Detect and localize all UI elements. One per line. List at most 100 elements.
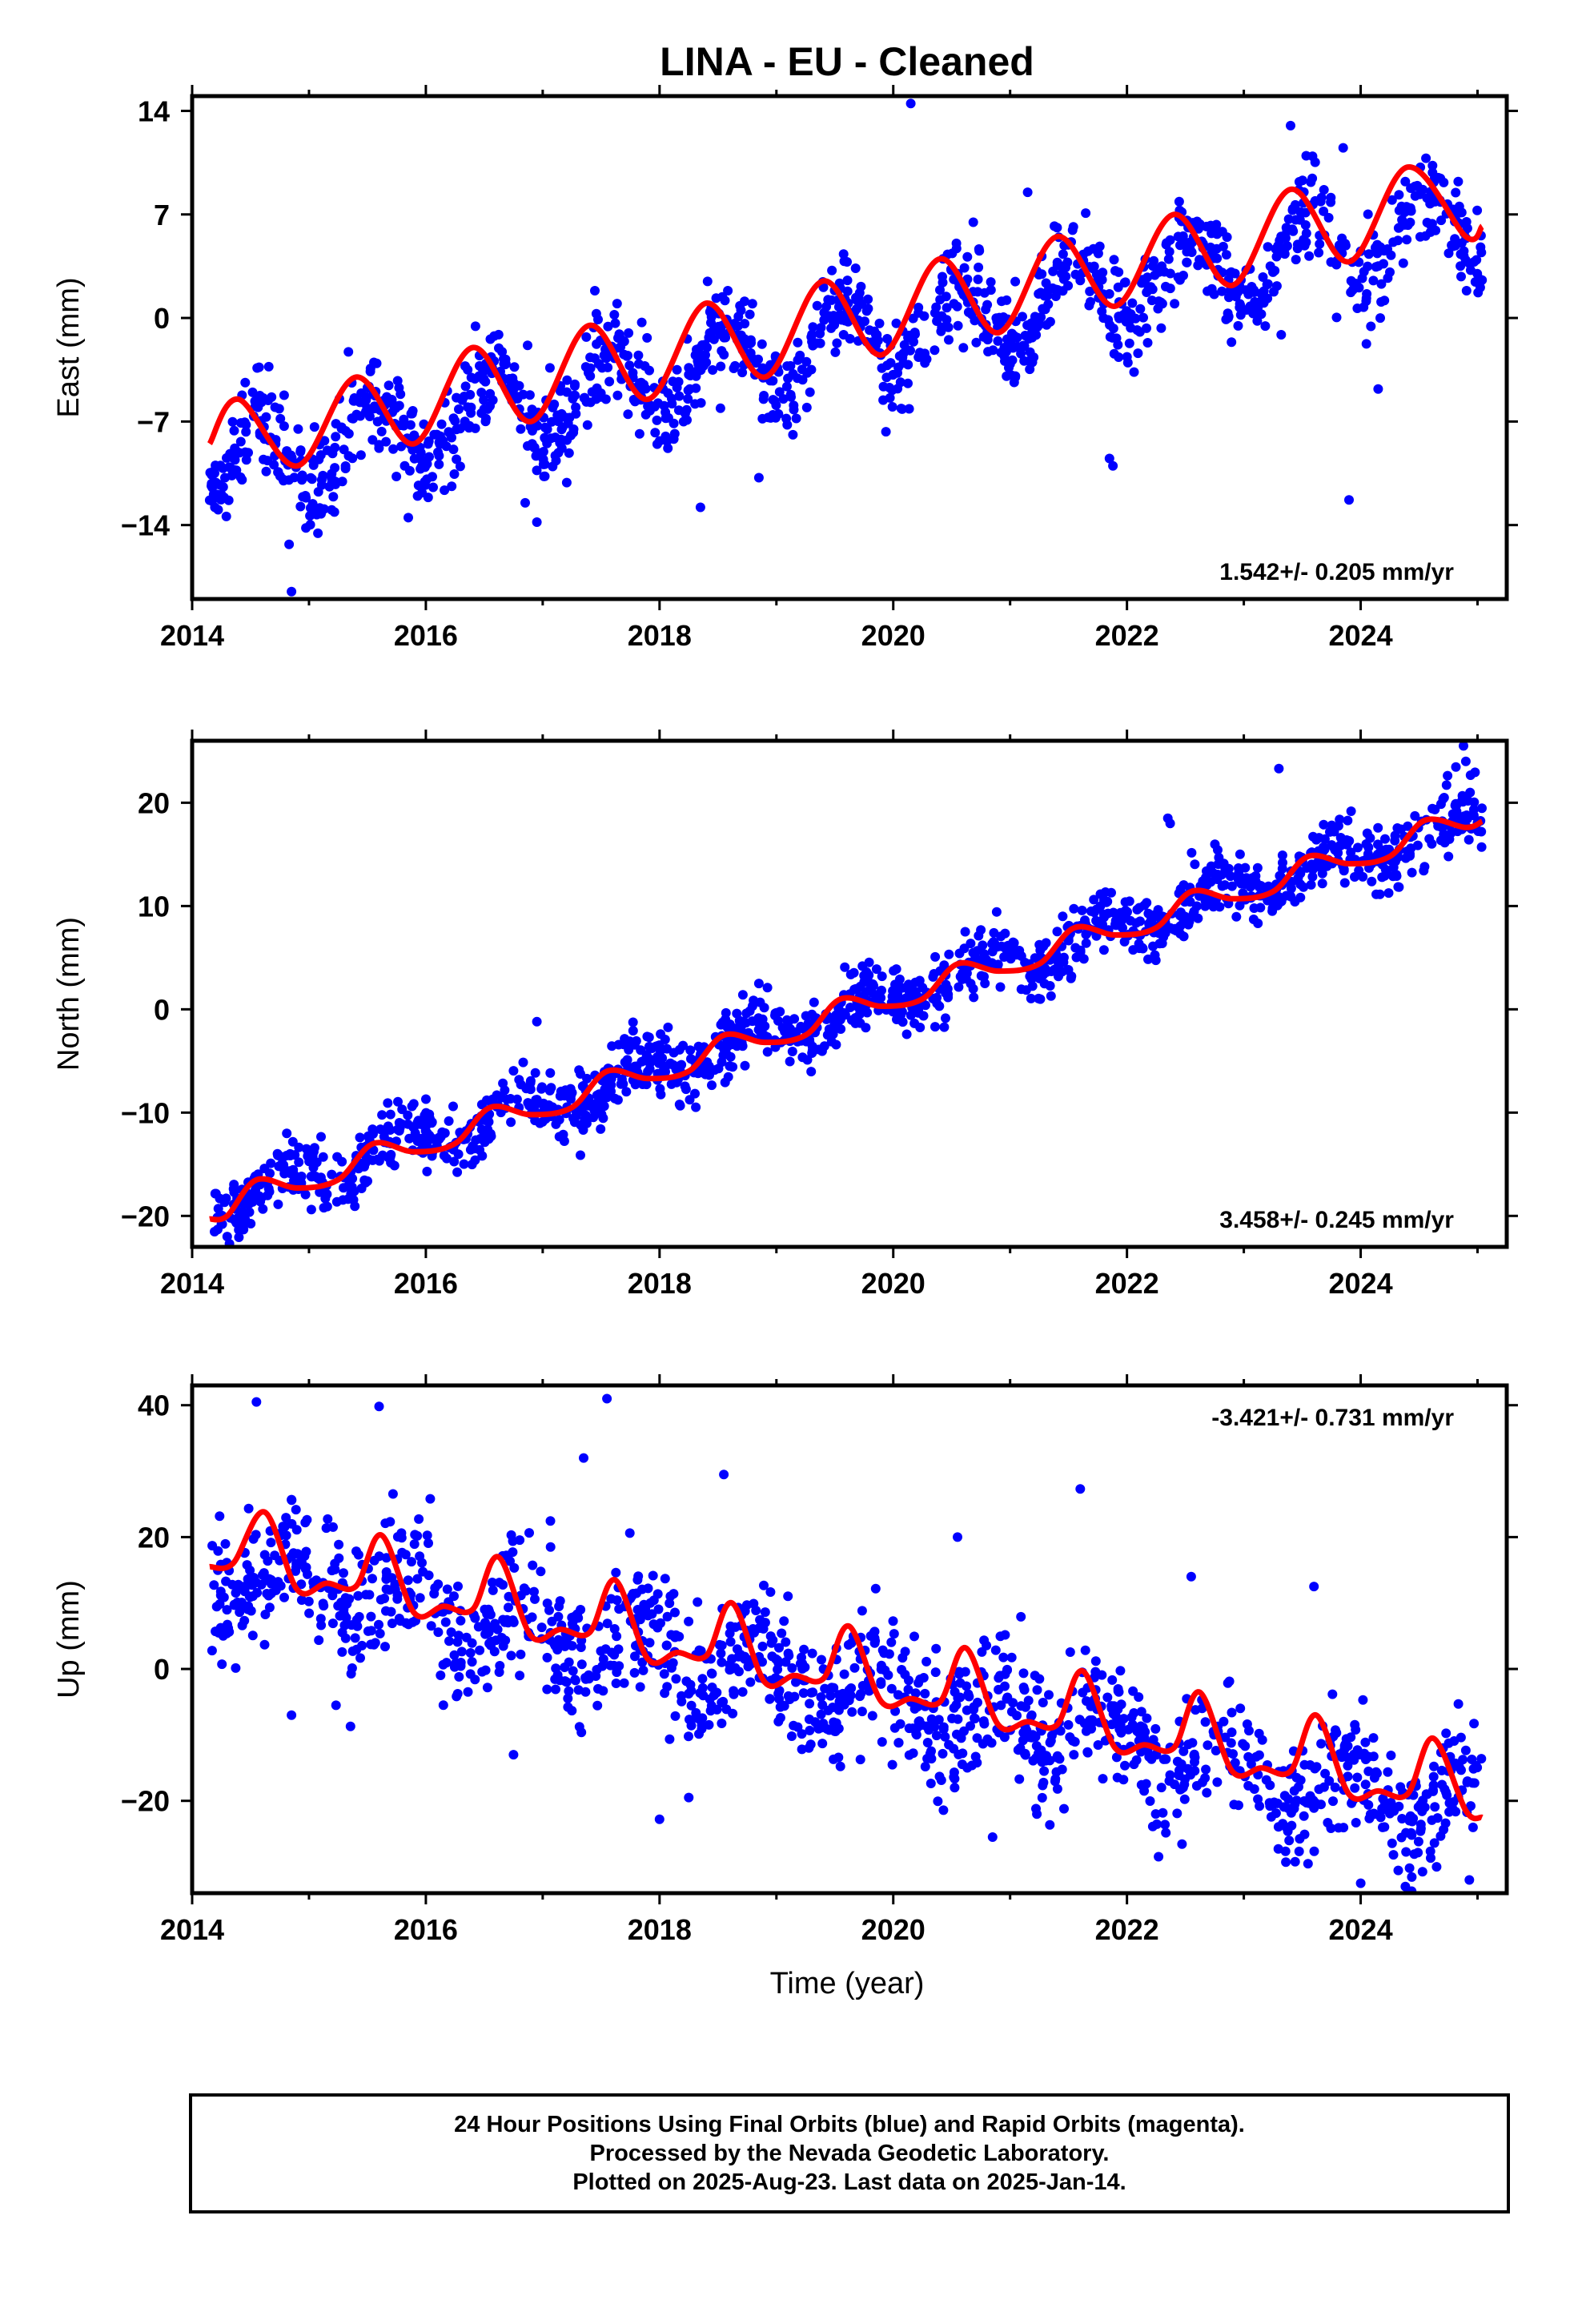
up-data-point — [671, 1674, 681, 1684]
up-data-point — [1134, 1692, 1144, 1703]
north-data-point — [1314, 833, 1324, 843]
up-data-point — [970, 1714, 980, 1723]
up-data-point — [374, 1619, 383, 1630]
north-data-point — [620, 1057, 630, 1068]
north-data-point — [762, 1047, 773, 1057]
east-data-point — [785, 389, 796, 400]
up-data-point — [387, 1618, 397, 1629]
east-data-point — [774, 387, 785, 397]
up-data-point — [760, 1618, 770, 1628]
east-data-point — [1061, 271, 1071, 282]
up-data-point — [808, 1687, 818, 1698]
up-data-point — [751, 1606, 761, 1615]
east-data-point — [973, 274, 983, 284]
north-data-point — [928, 971, 938, 982]
up-data-point — [1183, 1739, 1194, 1750]
east-data-point — [881, 427, 891, 437]
north-data-point — [239, 1224, 249, 1235]
north-data-point — [853, 983, 863, 994]
north-data-point — [1383, 888, 1394, 899]
up-data-point — [797, 1659, 808, 1669]
north-data-point — [1035, 994, 1046, 1004]
east-data-point — [1002, 371, 1012, 381]
up-data-point — [1283, 1794, 1293, 1804]
up-data-point — [1458, 1755, 1468, 1765]
up-data-point — [684, 1731, 693, 1742]
up-data-point — [308, 1577, 319, 1587]
up-data-point — [783, 1591, 793, 1602]
up-data-point — [1432, 1813, 1443, 1823]
east-data-point — [355, 411, 365, 421]
up-data-point — [452, 1689, 463, 1699]
up-data-point — [707, 1669, 717, 1679]
up-data-point — [1050, 1776, 1060, 1787]
up-data-point — [449, 1591, 459, 1602]
north-data-point — [594, 1089, 604, 1100]
up-data-point — [409, 1539, 420, 1550]
north-data-point — [1240, 862, 1251, 873]
east-data-point — [729, 319, 740, 329]
up-data-point — [666, 1630, 677, 1640]
east-data-point — [547, 416, 557, 427]
north-data-point — [422, 1166, 432, 1176]
up-data-point — [845, 1691, 856, 1700]
up-data-point — [220, 1538, 231, 1549]
east-data-point — [684, 363, 694, 373]
footer-line-processor: Processed by the Nevada Geodetic Laborat… — [589, 2141, 1110, 2166]
east-data-point — [273, 467, 283, 477]
north-data-point — [545, 1068, 556, 1078]
east-data-point — [540, 422, 550, 432]
east-data-point — [436, 419, 447, 429]
east-data-point — [1242, 305, 1251, 315]
east-data-point — [1436, 215, 1447, 226]
up-data-point — [1331, 1725, 1340, 1735]
up-data-point — [1311, 1762, 1322, 1772]
up-data-point — [231, 1663, 241, 1673]
up-data-point — [1114, 1724, 1125, 1735]
up-data-point — [403, 1575, 413, 1586]
up-data-point — [637, 1584, 647, 1594]
east-data-point — [801, 402, 812, 412]
east-data-point — [827, 265, 837, 275]
east-x-tick-label: 2020 — [861, 619, 926, 652]
up-data-point — [816, 1709, 826, 1719]
east-data-point — [548, 461, 558, 472]
north-data-point — [243, 1193, 253, 1204]
north-data-point — [408, 1099, 419, 1109]
north-data-point — [807, 1045, 817, 1055]
up-data-point — [500, 1617, 510, 1627]
up-data-point — [1142, 1713, 1152, 1723]
north-data-point — [306, 1204, 316, 1215]
north-data-point — [721, 1007, 731, 1018]
north-data-point — [954, 982, 964, 992]
east-data-point — [802, 368, 813, 378]
up-data-point — [1388, 1850, 1399, 1860]
up-data-point — [1360, 1779, 1371, 1790]
up-data-point — [1284, 1835, 1295, 1846]
up-data-point — [1330, 1782, 1340, 1792]
north-data-point — [274, 1151, 284, 1161]
up-data-point — [817, 1655, 826, 1665]
up-data-point — [602, 1618, 612, 1629]
up-data-point — [717, 1719, 727, 1728]
east-data-point — [1399, 207, 1410, 218]
east-data-point — [893, 384, 903, 394]
up-data-point — [648, 1619, 659, 1630]
up-data-point — [552, 1645, 563, 1655]
east-data-point — [1447, 240, 1457, 251]
north-data-point — [1419, 862, 1430, 872]
east-data-point — [1088, 243, 1098, 254]
east-data-point — [585, 352, 596, 363]
up-data-point — [745, 1677, 756, 1687]
up-data-point — [1246, 1759, 1256, 1769]
east-data-point — [769, 396, 780, 406]
up-data-point — [1008, 1698, 1018, 1708]
east-data-point — [1058, 249, 1068, 259]
up-data-point — [727, 1654, 737, 1664]
north-data-point — [915, 1023, 926, 1032]
north-data-point — [1447, 809, 1458, 819]
east-data-point — [909, 328, 920, 338]
east-data-point — [869, 326, 880, 336]
east-data-point — [1109, 255, 1119, 265]
east-data-point — [1300, 220, 1311, 230]
